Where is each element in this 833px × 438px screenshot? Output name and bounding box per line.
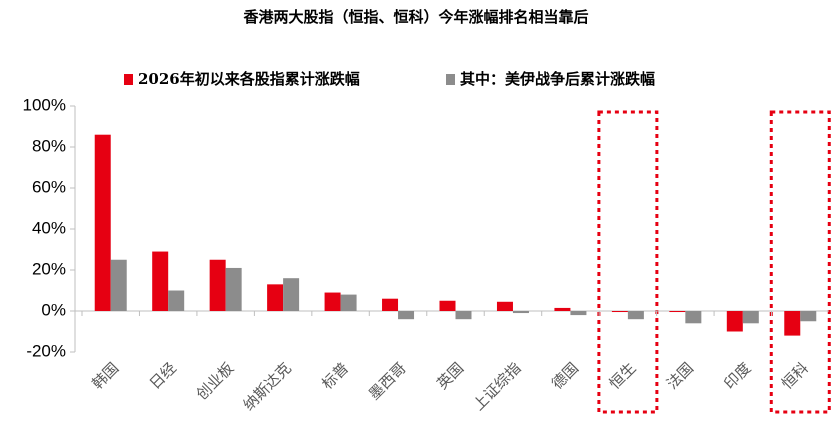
bar <box>726 311 743 332</box>
bar <box>152 251 169 311</box>
bar <box>742 311 759 324</box>
legend-label: 其中：美伊战争后累计涨跌幅 <box>460 70 655 88</box>
bar <box>611 311 628 313</box>
x-tick-label: 英国 <box>433 359 467 393</box>
bar <box>283 278 300 311</box>
x-tick-label: 韩国 <box>88 359 122 393</box>
highlight-box <box>597 110 659 414</box>
legend-swatch <box>446 74 455 85</box>
bar <box>627 311 644 320</box>
x-tick-label: 恒生 <box>606 359 640 393</box>
chart-title: 香港两大股指（恒指、恒科）今年涨幅排名相当靠后 <box>243 8 588 26</box>
bar <box>455 311 472 320</box>
x-tick-label: 上证综指 <box>469 359 524 414</box>
bar <box>398 311 415 320</box>
x-tick-label: 纳斯达克 <box>240 359 295 414</box>
bar <box>324 292 341 311</box>
x-tick-label: 恒科 <box>778 359 812 393</box>
bar <box>554 307 571 311</box>
bar <box>570 311 587 316</box>
bar <box>496 301 513 311</box>
y-tick-label: -20% <box>26 341 66 360</box>
bar <box>209 259 226 311</box>
bar <box>110 259 127 311</box>
bar <box>685 311 702 324</box>
bar <box>800 311 817 322</box>
bar <box>439 300 456 311</box>
x-tick-label: 墨西哥 <box>365 359 410 404</box>
x-tick-label: 创业板 <box>193 359 238 404</box>
bar <box>340 294 357 311</box>
bar <box>267 284 284 311</box>
x-tick-label: 日经 <box>146 359 180 393</box>
y-tick-label: 20% <box>32 259 66 278</box>
y-tick-label: 100% <box>23 95 66 114</box>
bar <box>784 311 801 336</box>
bar <box>669 311 686 313</box>
y-tick-label: 80% <box>32 136 66 155</box>
bar <box>94 134 111 311</box>
x-tick-label: 印度 <box>721 359 755 393</box>
bar <box>168 290 185 311</box>
y-tick-label: 60% <box>32 177 66 196</box>
x-tick-label: 标普 <box>318 359 352 393</box>
bar <box>382 298 399 311</box>
legend-swatch <box>124 74 133 85</box>
highlight-box <box>769 110 831 414</box>
x-tick-label: 德国 <box>548 359 582 393</box>
bar <box>225 267 242 311</box>
legend-label: 2026年初以来各股指累计涨跌幅 <box>138 70 360 88</box>
y-tick-label: 40% <box>32 218 66 237</box>
x-tick-label: 法国 <box>663 359 697 393</box>
bar <box>512 311 529 314</box>
y-tick-label: 0% <box>41 300 66 319</box>
